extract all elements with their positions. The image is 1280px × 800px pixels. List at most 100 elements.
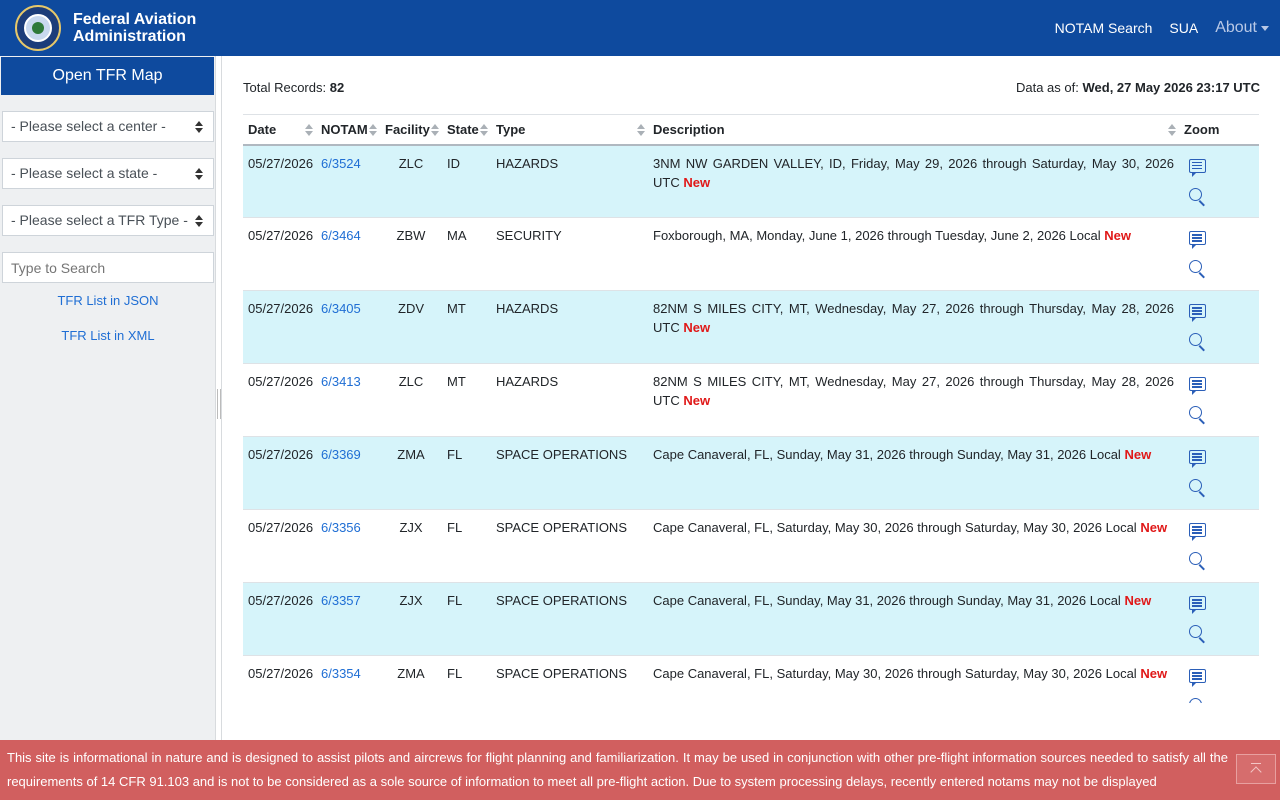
table-row: 05/27/2026 6/3369 ZMA FL SPACE OPERATION… — [243, 436, 1259, 510]
column-label: State — [447, 121, 479, 137]
tfr-table: Date NOTAM Facility State Type Descripti… — [243, 114, 1259, 703]
notam-link[interactable]: 6/3413 — [321, 374, 361, 389]
cell-description: 3NM NW GARDEN VALLEY, ID, Friday, May 29… — [648, 144, 1179, 218]
description-text: 82NM S MILES CITY, MT, Wednesday, May 27… — [653, 374, 1174, 408]
new-badge: New — [683, 320, 711, 335]
cell-facility: ZLC — [380, 144, 442, 218]
table-row: 05/27/2026 6/3524 ZLC ID HAZARDS 3NM NW … — [243, 144, 1259, 218]
open-tfr-map-button[interactable]: Open TFR Map — [1, 57, 214, 95]
cell-state: FL — [442, 655, 491, 703]
cell-facility: ZJX — [380, 582, 442, 656]
center-select-value: - Please select a center - — [11, 118, 166, 134]
sort-icon — [305, 124, 313, 136]
notam-link[interactable]: 6/3405 — [321, 301, 361, 316]
tfr-type-select[interactable]: - Please select a TFR Type - — [2, 205, 214, 236]
description-text: Cape Canaveral, FL, Sunday, May 31, 2026… — [653, 593, 1121, 608]
detail-list-icon[interactable] — [1189, 669, 1206, 687]
cell-facility: ZBW — [380, 217, 442, 291]
new-badge: New — [683, 393, 711, 408]
nav-sua[interactable]: SUA — [1169, 20, 1199, 36]
state-select[interactable]: - Please select a state - — [2, 158, 214, 189]
chevron-down-icon — [1261, 25, 1269, 31]
column-header-notam[interactable]: NOTAM — [316, 114, 380, 146]
table-scroll-area[interactable]: Total Records: 82 Data as of: Wed, 27 Ma… — [222, 56, 1280, 703]
magnifier-icon[interactable] — [1189, 625, 1207, 643]
table-row: 05/27/2026 6/3405 ZDV MT HAZARDS 82NM S … — [243, 290, 1259, 364]
cell-facility: ZJX — [380, 509, 442, 583]
total-records-label: Total Records: — [243, 80, 327, 95]
magnifier-icon[interactable] — [1189, 187, 1207, 206]
tfr-type-select-value: - Please select a TFR Type - — [11, 212, 188, 228]
sort-icon — [431, 124, 439, 136]
new-badge: New — [683, 174, 711, 190]
notam-link[interactable]: 6/3369 — [321, 447, 361, 462]
column-header-date[interactable]: Date — [243, 114, 316, 146]
column-label: Zoom — [1184, 121, 1220, 137]
cell-zoom — [1179, 509, 1259, 583]
scroll-to-top-icon[interactable] — [1236, 754, 1276, 784]
detail-list-icon[interactable] — [1189, 450, 1206, 468]
cell-state: ID — [442, 144, 491, 218]
cell-zoom — [1179, 582, 1259, 656]
detail-list-icon[interactable] — [1189, 158, 1206, 177]
cell-date: 05/27/2026 — [243, 144, 316, 218]
column-header-type[interactable]: Type — [491, 114, 648, 146]
cell-type: SPACE OPERATIONS — [491, 436, 648, 510]
cell-description: 82NM S MILES CITY, MT, Wednesday, May 27… — [648, 363, 1179, 437]
cell-date: 05/27/2026 — [243, 509, 316, 583]
column-header-zoom: Zoom — [1179, 114, 1259, 146]
detail-list-icon[interactable] — [1189, 596, 1206, 614]
detail-list-icon[interactable] — [1189, 231, 1206, 249]
magnifier-icon[interactable] — [1189, 406, 1207, 424]
cell-zoom — [1179, 363, 1259, 437]
nav-notam-search[interactable]: NOTAM Search — [1054, 20, 1153, 36]
column-label: Type — [496, 121, 526, 137]
cell-date: 05/27/2026 — [243, 436, 316, 510]
detail-list-icon[interactable] — [1189, 523, 1206, 541]
cell-state: MT — [442, 363, 491, 437]
cell-zoom — [1179, 290, 1259, 364]
description-text: Cape Canaveral, FL, Saturday, May 30, 20… — [653, 666, 1137, 681]
detail-list-icon[interactable] — [1189, 377, 1206, 395]
column-label: Description — [653, 121, 725, 137]
magnifier-icon[interactable] — [1189, 333, 1207, 351]
cell-type: SPACE OPERATIONS — [491, 655, 648, 703]
cell-state: FL — [442, 436, 491, 510]
select-arrows-icon — [195, 168, 203, 180]
cell-type: SPACE OPERATIONS — [491, 582, 648, 656]
sort-icon — [480, 124, 488, 136]
center-select[interactable]: - Please select a center - — [2, 111, 214, 142]
magnifier-icon[interactable] — [1189, 479, 1207, 497]
magnifier-icon[interactable] — [1189, 552, 1207, 570]
cell-description: Cape Canaveral, FL, Sunday, May 31, 2026… — [648, 436, 1179, 510]
nav-menu: NOTAM Search SUA About — [1038, 0, 1280, 56]
faa-seal-logo[interactable] — [15, 5, 61, 51]
column-header-facility[interactable]: Facility — [380, 114, 442, 146]
disclaimer-text: This site is informational in nature and… — [7, 750, 1228, 789]
notam-link[interactable]: 6/3464 — [321, 228, 361, 243]
search-input[interactable] — [2, 252, 214, 283]
column-header-state[interactable]: State — [442, 114, 491, 146]
sidebar-resize-handle[interactable] — [217, 389, 221, 419]
new-badge: New — [1140, 520, 1168, 535]
notam-link[interactable]: 6/3524 — [321, 155, 361, 171]
tfr-list-json-link[interactable]: TFR List in JSON — [57, 293, 159, 308]
magnifier-icon[interactable] — [1189, 698, 1207, 703]
disclaimer-banner: This site is informational in nature and… — [0, 740, 1280, 800]
brand-line-1: Federal Aviation — [73, 11, 197, 28]
magnifier-icon[interactable] — [1189, 260, 1207, 278]
notam-link[interactable]: 6/3357 — [321, 593, 361, 608]
tfr-list-xml-link[interactable]: TFR List in XML — [61, 328, 155, 343]
column-header-description[interactable]: Description — [648, 114, 1179, 146]
cell-type: HAZARDS — [491, 290, 648, 364]
top-navbar: Federal Aviation Administration NOTAM Se… — [0, 0, 1280, 56]
nav-about-dropdown[interactable]: About — [1215, 19, 1269, 37]
notam-link[interactable]: 6/3356 — [321, 520, 361, 535]
data-as-of-label: Data as of: — [1015, 80, 1079, 95]
notam-link[interactable]: 6/3354 — [321, 666, 361, 681]
state-select-value: - Please select a state - — [11, 165, 158, 181]
cell-date: 05/27/2026 — [243, 582, 316, 656]
brand-title[interactable]: Federal Aviation Administration — [73, 11, 196, 45]
detail-list-icon[interactable] — [1189, 304, 1206, 322]
description-text: Cape Canaveral, FL, Saturday, May 30, 20… — [653, 520, 1137, 535]
